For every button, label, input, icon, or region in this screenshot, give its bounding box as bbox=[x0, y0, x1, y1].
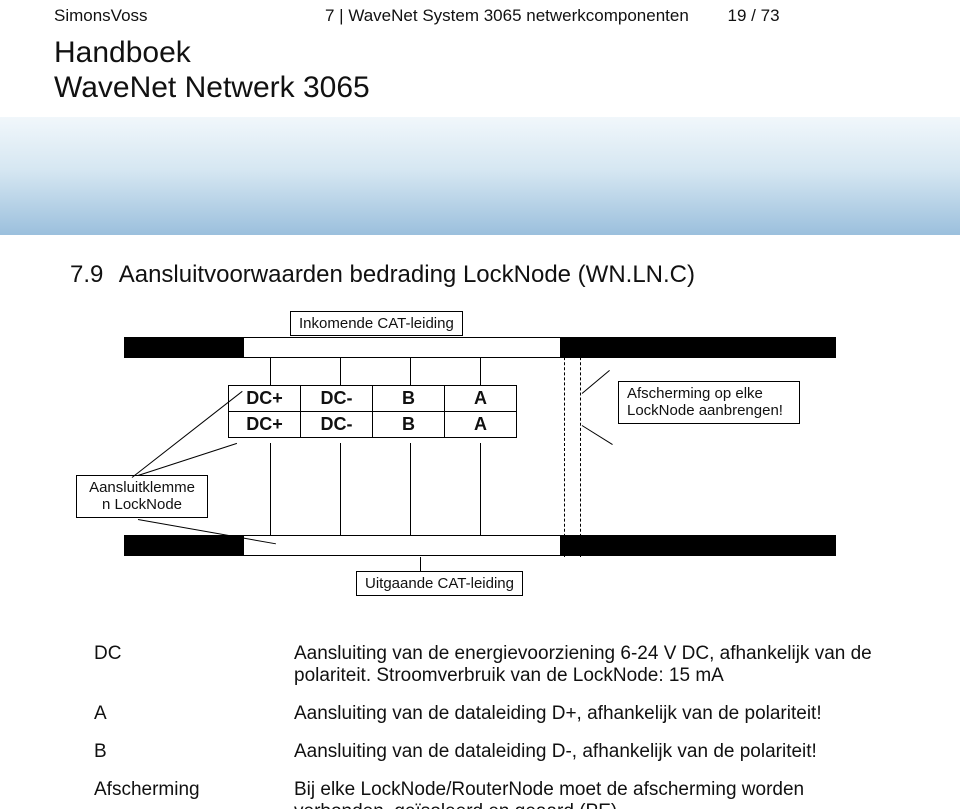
breadcrumb-text: 7 | WaveNet System 3065 netwerkcomponent… bbox=[325, 6, 689, 25]
dashed-guide bbox=[580, 337, 581, 557]
title-line-2: WaveNet Netwerk 3065 bbox=[54, 71, 960, 106]
terminal-block: DC+ DC- B A DC+ DC- B A bbox=[228, 385, 517, 438]
terminal-note: Aansluitklemme n LockNode bbox=[76, 475, 208, 518]
incoming-bus-label: Inkomende CAT-leiding bbox=[290, 311, 463, 336]
table-row: DC Aansluiting van de energievoorziening… bbox=[88, 635, 888, 695]
term-cell: DC+ bbox=[229, 386, 301, 412]
table-row: Afscherming Bij elke LockNode/RouterNode… bbox=[88, 771, 888, 809]
shield-note: Afscherming op elke LockNode aanbrengen! bbox=[618, 381, 800, 424]
drop-line bbox=[480, 443, 481, 535]
term-cell: DC+ bbox=[229, 412, 301, 438]
definitions-table: DC Aansluiting van de energievoorziening… bbox=[88, 635, 888, 809]
wiring-diagram: Inkomende CAT-leiding DC+ DC- B A DC+ DC… bbox=[120, 315, 840, 605]
term-cell: A bbox=[445, 412, 517, 438]
term-cell: A bbox=[445, 386, 517, 412]
leader-line bbox=[582, 425, 613, 445]
outgoing-bus-label: Uitgaande CAT-leiding bbox=[356, 571, 523, 596]
table-row: A Aansluiting van de dataleiding D+, afh… bbox=[88, 695, 888, 733]
leader-line bbox=[582, 370, 610, 394]
term-cell: B bbox=[373, 386, 445, 412]
title-line-1: Handboek bbox=[54, 36, 960, 71]
drop-line bbox=[340, 443, 341, 535]
def-val: Bij elke LockNode/RouterNode moet de afs… bbox=[288, 771, 888, 809]
dashed-guide bbox=[564, 337, 565, 557]
def-key: B bbox=[88, 733, 288, 771]
section-title: Aansluitvoorwaarden bedrading LockNode (… bbox=[119, 261, 695, 288]
def-key: DC bbox=[88, 635, 288, 695]
drop-line bbox=[410, 357, 411, 385]
leader-line bbox=[420, 557, 421, 571]
drop-line bbox=[480, 357, 481, 385]
term-cell: DC- bbox=[301, 386, 373, 412]
def-val: Aansluiting van de energievoorziening 6-… bbox=[288, 635, 888, 695]
drop-line bbox=[270, 443, 271, 535]
incoming-bus bbox=[124, 337, 836, 359]
term-cell: B bbox=[373, 412, 445, 438]
section-heading: 7.9 Aansluitvoorwaarden bedrading LockNo… bbox=[0, 235, 960, 289]
outgoing-bus bbox=[124, 535, 836, 557]
leader-line bbox=[132, 391, 243, 478]
def-key: A bbox=[88, 695, 288, 733]
drop-line bbox=[340, 357, 341, 385]
def-key: Afscherming bbox=[88, 771, 288, 809]
breadcrumb: 7 | WaveNet System 3065 netwerkcomponent… bbox=[325, 6, 780, 26]
term-cell: DC- bbox=[301, 412, 373, 438]
brand: SimonsVoss bbox=[54, 6, 148, 25]
table-row: B Aansluiting van de dataleiding D-, afh… bbox=[88, 733, 888, 771]
def-val: Aansluiting van de dataleiding D+, afhan… bbox=[288, 695, 888, 733]
header-banner bbox=[0, 117, 960, 235]
drop-line bbox=[410, 443, 411, 535]
drop-line bbox=[270, 357, 271, 385]
def-val: Aansluiting van de dataleiding D-, afhan… bbox=[288, 733, 888, 771]
page-number: 19 / 73 bbox=[728, 6, 780, 25]
section-number: 7.9 bbox=[70, 261, 103, 288]
